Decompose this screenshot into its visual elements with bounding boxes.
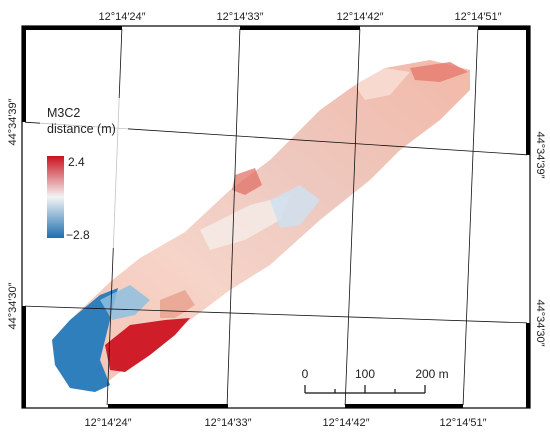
bottom-label-2: 12°14′33″ [204, 417, 251, 429]
top-label-2: 12°14′33″ [216, 11, 263, 23]
right-label-2: 44°34′30″ [534, 299, 546, 346]
left-latitude-labels: 44°34′39″ 44°34′30″ [7, 98, 19, 329]
bottom-label-3: 12°14′42″ [322, 417, 369, 429]
scale-label-200: 200 m [415, 367, 448, 381]
legend-colorbar [47, 156, 64, 238]
scale-bar: 0 100 200 m [302, 367, 449, 394]
top-label-3: 12°14′42″ [336, 11, 383, 23]
legend: M3C2 distance (m) 2.4 −2.8 [40, 98, 128, 248]
right-label-1: 44°34′39″ [534, 131, 546, 178]
left-label-1: 44°34′39″ [7, 98, 19, 145]
legend-title-line1: M3C2 [47, 106, 80, 120]
bottom-label-1: 12°14′24″ [84, 417, 131, 429]
top-label-4: 12°14′51″ [454, 11, 501, 23]
top-longitude-labels: 12°14′24″ 12°14′33″ 12°14′42″ 12°14′51″ [98, 11, 501, 23]
legend-max-label: 2.4 [68, 155, 85, 169]
scale-label-0: 0 [302, 367, 309, 381]
point-cloud-strip [52, 60, 470, 392]
right-latitude-labels: 44°34′39″ 44°34′30″ [534, 131, 546, 346]
legend-min-label: −2.8 [66, 228, 90, 242]
bottom-label-4: 12°14′51″ [439, 417, 486, 429]
left-label-2: 44°34′30″ [7, 282, 19, 329]
top-label-1: 12°14′24″ [98, 11, 145, 23]
legend-title-line2: distance (m) [47, 122, 116, 136]
scale-label-100: 100 [355, 367, 375, 381]
bottom-longitude-labels: 12°14′24″ 12°14′33″ 12°14′42″ 12°14′51″ [84, 417, 486, 429]
